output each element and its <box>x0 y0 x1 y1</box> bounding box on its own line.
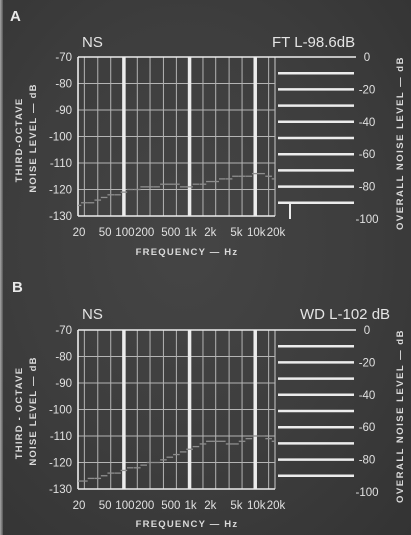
panel-label: B <box>12 279 23 296</box>
x-tick-label: 20 <box>73 227 86 239</box>
y-tick-label: -100 <box>49 132 72 144</box>
y2-tick-label: -60 <box>359 149 376 161</box>
x-tick-label: 20 <box>73 500 86 512</box>
overall-level-annotation: WD L-102 dB <box>300 306 390 323</box>
y-tick-label: -120 <box>49 185 72 197</box>
y2-tick-label: 0 <box>364 325 370 337</box>
y2-tick-label: -40 <box>359 117 376 129</box>
plot-grid <box>77 329 356 490</box>
x-axis-title: FREQUENCY — Hz <box>136 519 239 530</box>
y-tick-label: -90 <box>55 378 72 390</box>
noise-trace <box>78 172 291 219</box>
y-axis-title-line1: THIRD-OCTAVE <box>14 98 25 183</box>
y-tick-label: -90 <box>55 105 72 117</box>
y-axis-title-line2: NOISE LEVEL — dB <box>28 356 39 465</box>
y-tick-label: -110 <box>50 158 72 170</box>
y2-tick-label: -40 <box>359 390 376 402</box>
x-tick-label: 500 <box>161 500 180 512</box>
y2-tick-label: -100 <box>355 487 378 499</box>
x-tick-label: 1k <box>184 227 196 239</box>
y-tick-label: -130 <box>49 484 72 496</box>
y-axis-title-line1: THIRD - OCTAVE <box>14 367 25 459</box>
y-tick-label: -100 <box>49 405 72 417</box>
x-tick-label: 200 <box>135 500 154 512</box>
condition-label: NS <box>82 34 103 51</box>
x-tick-label: 100 <box>115 227 134 239</box>
x-tick-label: 100 <box>115 500 134 512</box>
y-tick-label: -130 <box>49 211 72 223</box>
x-tick-label: 50 <box>99 500 112 512</box>
x-tick-label: 5k <box>230 227 242 239</box>
x-tick-label: 20k <box>267 500 286 512</box>
y-axis-title-line2: NOISE LEVEL — dB <box>28 83 39 192</box>
x-axis-title: FREQUENCY — Hz <box>136 247 239 258</box>
x-tick-label: 500 <box>161 227 180 239</box>
plot-grid <box>77 56 356 217</box>
scan-edge <box>0 0 3 535</box>
noise-trace <box>78 435 275 482</box>
tick-labels: -70 -80 -90 -100 -110 -120 -130 0 -20 -40 -60 -80 -1… <box>49 52 379 239</box>
y2-tick-label: -20 <box>359 357 376 369</box>
panel-b: B NS WD L-102 dB THIRD - OCTAVE NOISE LE… <box>12 279 406 530</box>
y-tick-label: -110 <box>50 431 72 443</box>
condition-label: NS <box>82 306 103 323</box>
x-tick-label: 2k <box>204 227 216 239</box>
y2-axis-title: OVERALL NOISE LEVEL — dB <box>395 329 406 503</box>
y2-tick-label: -80 <box>359 182 376 194</box>
x-tick-label: 10k <box>247 227 266 239</box>
x-tick-label: 1k <box>184 500 196 512</box>
panel-label: A <box>10 8 21 25</box>
panel-a: A NS FT L-98.6dB THIRD-OCTAVE NOISE LEVE… <box>10 8 406 258</box>
y2-tick-label: -80 <box>359 455 376 467</box>
x-tick-label: 20k <box>267 227 286 239</box>
tick-labels: -70 -80 -90 -100 -110 -120 -130 0 -20 -40 -60 -80 -1… <box>49 325 379 512</box>
y2-tick-label: -20 <box>359 84 376 96</box>
y-tick-label: -80 <box>55 79 72 91</box>
x-tick-label: 5k <box>230 500 242 512</box>
overall-level-annotation: FT L-98.6dB <box>272 34 355 51</box>
y-tick-label: -120 <box>49 458 72 470</box>
y2-tick-label: -100 <box>355 214 378 226</box>
y-tick-label: -80 <box>55 352 72 364</box>
y2-tick-label: -60 <box>359 422 376 434</box>
x-tick-label: 200 <box>135 227 154 239</box>
y-tick-label: -70 <box>55 52 72 64</box>
x-tick-label: 2k <box>204 500 216 512</box>
y-tick-label: -70 <box>55 325 72 337</box>
y2-tick-label: 0 <box>364 52 370 64</box>
x-tick-label: 50 <box>99 227 112 239</box>
y2-axis-title: OVERALL NOISE LEVEL — dB <box>395 56 406 230</box>
x-tick-label: 10k <box>247 500 266 512</box>
